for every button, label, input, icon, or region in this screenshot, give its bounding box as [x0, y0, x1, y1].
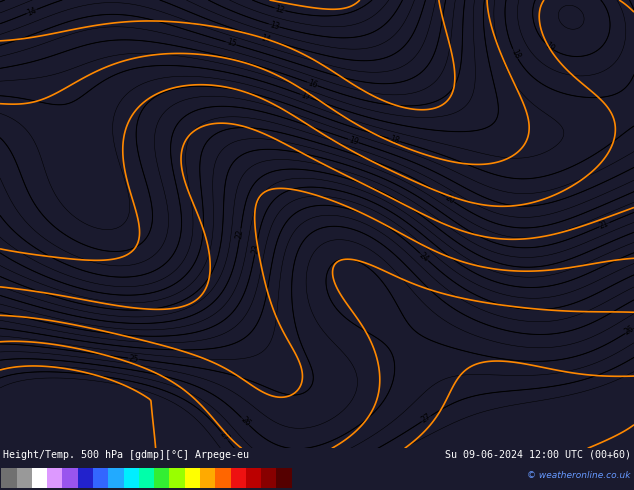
Bar — [108, 468, 124, 489]
Text: 26: 26 — [238, 415, 252, 428]
Text: 25: 25 — [128, 354, 139, 364]
Bar — [276, 468, 292, 489]
Bar — [139, 468, 154, 489]
Text: 12: 12 — [274, 4, 286, 15]
Text: 20: 20 — [443, 193, 456, 206]
Text: 19: 19 — [543, 40, 556, 53]
Bar — [184, 468, 200, 489]
Text: Height/Temp. 500 hPa [gdmp][°C] Arpege-eu: Height/Temp. 500 hPa [gdmp][°C] Arpege-e… — [3, 450, 249, 460]
Bar — [93, 468, 108, 489]
Bar — [246, 468, 261, 489]
Bar — [231, 468, 246, 489]
Text: 21: 21 — [598, 219, 611, 231]
Text: © weatheronline.co.uk: © weatheronline.co.uk — [527, 471, 631, 480]
Text: 23: 23 — [250, 244, 261, 254]
Text: 27: 27 — [420, 413, 432, 425]
Text: 14: 14 — [260, 33, 272, 45]
Text: 19: 19 — [347, 135, 359, 147]
Text: 16: 16 — [306, 78, 318, 90]
Text: 18: 18 — [509, 48, 521, 60]
Bar — [32, 468, 47, 489]
Text: 14: 14 — [25, 5, 38, 17]
Text: 17: 17 — [299, 90, 311, 102]
Text: 15: 15 — [225, 38, 237, 49]
Text: 13: 13 — [268, 20, 280, 31]
Bar — [1, 468, 16, 489]
Bar — [16, 468, 32, 489]
Bar — [124, 468, 139, 489]
Text: 22: 22 — [235, 228, 245, 239]
Text: 26: 26 — [623, 324, 634, 337]
Bar — [154, 468, 169, 489]
Bar — [169, 468, 184, 489]
Text: 24: 24 — [418, 250, 430, 264]
Bar — [62, 468, 78, 489]
Text: 27: 27 — [218, 430, 231, 443]
Bar — [78, 468, 93, 489]
Bar — [215, 468, 231, 489]
Bar — [200, 468, 215, 489]
Bar — [261, 468, 276, 489]
Text: 18: 18 — [389, 134, 400, 146]
Bar — [47, 468, 62, 489]
Text: Su 09-06-2024 12:00 UTC (00+60): Su 09-06-2024 12:00 UTC (00+60) — [445, 450, 631, 460]
